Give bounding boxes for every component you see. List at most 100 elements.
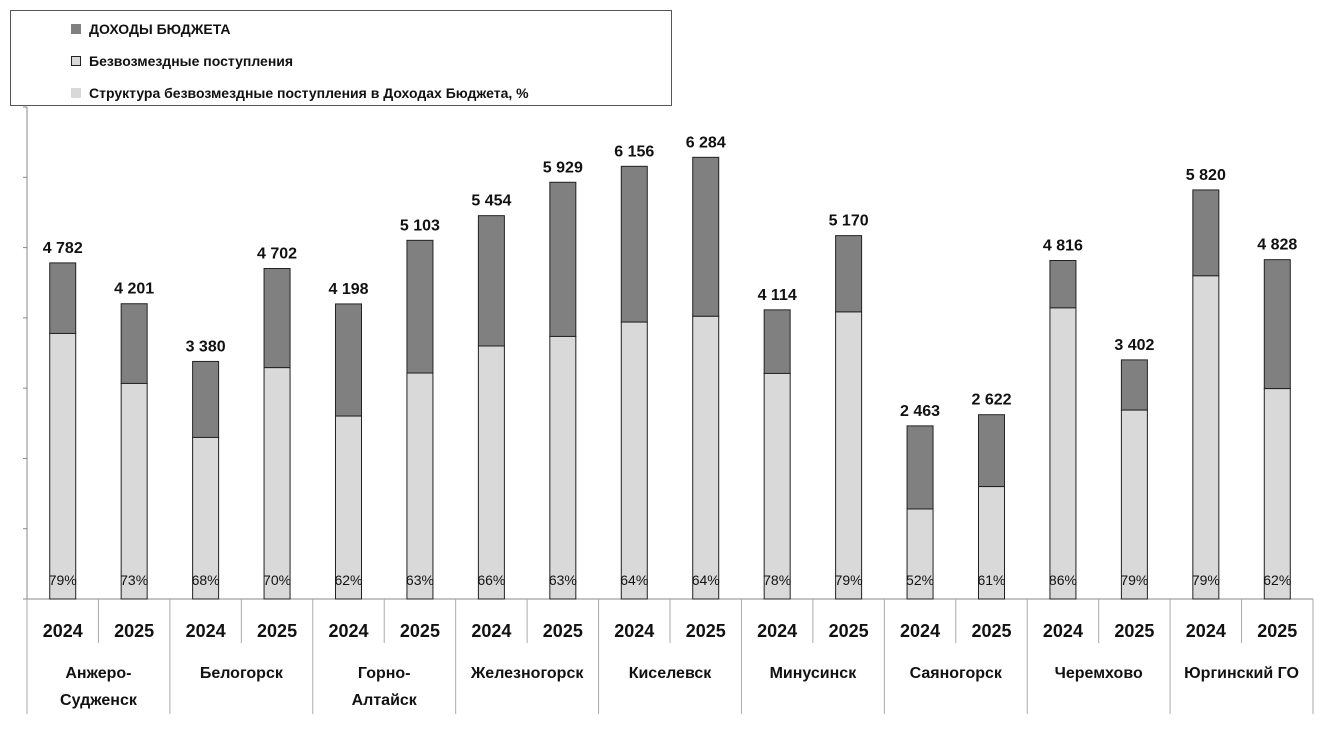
bar-share-label: 52%: [906, 572, 934, 588]
x-tick-label-year: 2024: [471, 621, 511, 641]
x-tick-label-year: 2024: [328, 621, 368, 641]
bar-grants: [335, 415, 362, 600]
bar-grants: [49, 332, 77, 600]
bar-total-label: 4 198: [328, 281, 368, 298]
bar-total-label: 5 454: [471, 193, 511, 210]
bar-revenue: [549, 181, 577, 337]
bar-grants: [1263, 388, 1291, 600]
bar-revenue: [335, 303, 362, 417]
bar-revenue: [1263, 259, 1291, 390]
bar-share-label: 79%: [49, 572, 77, 588]
x-tick-label-city: Саяногорск: [910, 665, 1003, 682]
bar-total-label: 5 103: [400, 217, 440, 234]
bar-revenue: [263, 268, 291, 369]
bar-grants: [978, 486, 1005, 600]
legend-swatch-share: [71, 88, 81, 98]
x-tick-label-year: 2025: [971, 621, 1011, 641]
bar-revenue: [1192, 189, 1220, 277]
bar-revenue: [192, 360, 220, 438]
bar-total-label: 6 284: [686, 134, 726, 151]
bar-total-label: 2 463: [900, 403, 940, 420]
x-tick-label-year: 2024: [1043, 621, 1083, 641]
x-tick-label-city: Белогорск: [200, 665, 284, 682]
x-tick-label-city: Железногорск: [470, 665, 585, 682]
bar-share-label: 66%: [477, 572, 505, 588]
bar-grants: [120, 382, 148, 600]
bar-total-label: 4 702: [257, 246, 297, 263]
bar-revenue: [978, 414, 1005, 488]
bar-revenue: [49, 262, 77, 334]
bar-total-label: 4 816: [1043, 238, 1083, 255]
x-tick-label-year: 2024: [900, 621, 940, 641]
legend-label-share: Структура безвозмездные поступления в До…: [89, 85, 529, 101]
bar-share-label: 61%: [977, 572, 1005, 588]
bar-grants: [477, 345, 505, 600]
bar-share-label: 79%: [1120, 572, 1148, 588]
x-tick-label-year: 2024: [614, 621, 654, 641]
bar-total-label: 5 929: [543, 159, 583, 176]
bar-share-label: 63%: [549, 572, 577, 588]
bar-share-label: 79%: [835, 572, 863, 588]
x-tick-label-city: Судженск: [60, 692, 138, 709]
bar-grants: [763, 372, 791, 600]
bar-share-label: 63%: [406, 572, 434, 588]
bar-share-label: 68%: [192, 572, 220, 588]
bar-grants: [549, 335, 577, 600]
legend-item-revenue: ДОХОДЫ БЮДЖЕТА: [71, 21, 230, 37]
bar-grants: [620, 321, 648, 600]
bar-grants: [1049, 307, 1077, 600]
bar-revenue: [1049, 260, 1077, 309]
bar-revenue: [1120, 359, 1148, 411]
x-tick-label-year: 2024: [1186, 621, 1226, 641]
bar-total-label: 4 114: [758, 287, 797, 304]
bar-revenue: [120, 303, 148, 384]
x-tick-label-city: Алтайск: [352, 692, 418, 709]
bar-share-label: 62%: [334, 572, 362, 588]
x-tick-label-city: Минусинск: [770, 665, 858, 682]
x-tick-label-city: Черемхово: [1055, 665, 1143, 682]
bar-grants: [835, 311, 863, 600]
x-tick-label-year: 2024: [757, 621, 797, 641]
bar-share-label: 79%: [1192, 572, 1220, 588]
x-tick-label-year: 2025: [257, 621, 297, 641]
bar-total-label: 6 156: [614, 143, 654, 160]
bar-share-label: 73%: [120, 572, 148, 588]
bar-share-label: 62%: [1263, 572, 1291, 588]
bar-grants: [906, 508, 934, 600]
x-tick-label-city: Анжеро-: [65, 665, 131, 682]
bar-revenue: [406, 239, 434, 374]
x-tick-label-year: 2025: [1257, 621, 1297, 641]
legend-swatch-grants: [71, 56, 81, 66]
x-tick-label-year: 2025: [686, 621, 726, 641]
bar-grants: [1120, 409, 1148, 600]
bar-total-label: 4 201: [114, 281, 154, 298]
bar-share-label: 70%: [263, 572, 291, 588]
x-tick-label-year: 2024: [186, 621, 226, 641]
x-tick-label-city: Горно-: [358, 665, 411, 682]
legend-item-grants: Безвозмездные поступления: [71, 53, 293, 69]
bar-total-label: 5 820: [1186, 167, 1226, 184]
bar-total-label: 3 402: [1114, 337, 1154, 354]
bar-revenue: [906, 425, 934, 510]
bar-total-label: 5 170: [829, 213, 869, 230]
bar-grants: [192, 436, 220, 600]
bar-revenue: [835, 235, 863, 313]
x-tick-label-year: 2025: [114, 621, 154, 641]
bar-total-label: 2 622: [971, 392, 1011, 409]
bar-total-label: 3 380: [186, 338, 226, 355]
bar-share-label: 78%: [763, 572, 791, 588]
legend-label-revenue: ДОХОДЫ БЮДЖЕТА: [89, 21, 231, 37]
chart-legend: ДОХОДЫ БЮДЖЕТА Безвозмездные поступления…: [10, 10, 672, 106]
bar-revenue: [763, 309, 791, 374]
x-tick-label-city: Киселевск: [629, 665, 713, 682]
bar-total-label: 4 828: [1257, 237, 1297, 254]
x-tick-label-city: Юргинский ГО: [1184, 665, 1299, 682]
bar-total-label: 4 782: [43, 240, 83, 257]
bar-share-label: 64%: [692, 572, 720, 588]
legend-swatch-revenue: [71, 24, 81, 34]
x-tick-label-year: 2024: [43, 621, 83, 641]
bar-grants: [263, 367, 291, 600]
x-tick-label-year: 2025: [1114, 621, 1154, 641]
x-tick-label-year: 2025: [400, 621, 440, 641]
